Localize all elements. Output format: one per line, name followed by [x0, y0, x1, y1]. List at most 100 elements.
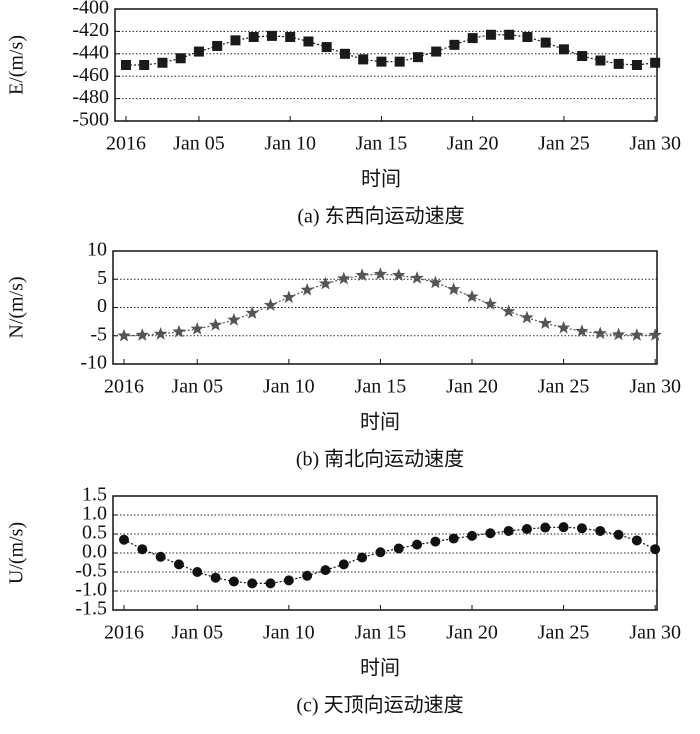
y-tick-label: 0 — [97, 295, 107, 317]
data-point — [431, 46, 442, 57]
x-tick-label: Jan 15 — [356, 133, 408, 155]
data-point — [393, 543, 404, 554]
y-tick-label: 5 — [97, 267, 107, 289]
data-point — [248, 32, 259, 42]
data-point — [575, 324, 589, 337]
data-point — [208, 318, 223, 331]
data-point — [467, 33, 478, 44]
y-tick-label: -400 — [72, 0, 109, 19]
y-tick-label: 1.0 — [82, 503, 107, 525]
y-tick-label: -0.5 — [75, 560, 107, 582]
data-point — [520, 310, 534, 324]
y-tick-label: 10 — [87, 239, 107, 261]
x-tick-label: Jan 15 — [355, 376, 407, 398]
data-point — [357, 552, 368, 563]
data-point — [265, 578, 276, 589]
y-tick-label: 1.5 — [82, 484, 107, 506]
data-point — [358, 54, 369, 65]
data-point — [285, 32, 296, 42]
data-point — [227, 312, 241, 326]
data-point — [320, 565, 331, 576]
x-tick-label: Jan 25 — [538, 133, 590, 155]
y-tick-label: -10 — [80, 352, 107, 374]
data-point — [577, 51, 588, 62]
data-point — [263, 298, 278, 311]
data-point — [155, 551, 166, 562]
y-tick-label: -440 — [72, 41, 109, 63]
x-tick-label: Jan 30 — [629, 376, 681, 398]
x-tick-label: Jan 30 — [629, 133, 681, 155]
chart-title: (c) 天顶向运动速度 — [296, 694, 463, 717]
y-tick-label: -5 — [90, 323, 107, 345]
data-point — [540, 37, 551, 48]
data-point — [412, 539, 423, 550]
data-point — [467, 530, 478, 541]
data-point — [318, 276, 333, 290]
data-point — [247, 578, 258, 589]
x-tick-label: Jan 25 — [538, 376, 590, 398]
data-point — [137, 544, 148, 555]
data-point — [193, 46, 204, 57]
y-tick-label: -500 — [72, 109, 109, 131]
data-point — [210, 572, 221, 583]
data-point — [485, 528, 496, 539]
data-point — [118, 534, 129, 545]
data-point — [300, 282, 314, 296]
x-tick-label: 2016 — [106, 133, 146, 155]
data-line — [123, 273, 656, 337]
data-point — [540, 522, 551, 533]
data-point — [412, 52, 423, 63]
data-point — [501, 304, 516, 318]
data-point — [576, 523, 587, 534]
data-point — [630, 328, 644, 341]
x-tick-label: Jan 05 — [171, 376, 223, 398]
data-point — [447, 282, 461, 296]
x-tick-label: 2016 — [104, 376, 144, 398]
chart-title: (a) 东西向运动速度 — [297, 205, 464, 228]
data-point — [282, 290, 296, 303]
y-axis-label: N/(m/s) — [6, 276, 28, 338]
data-point — [485, 29, 496, 40]
data-point — [173, 559, 184, 570]
data-point — [373, 267, 388, 280]
y-tick-label: 0.5 — [82, 522, 107, 544]
data-point — [595, 55, 606, 66]
x-tick-label: Jan 20 — [447, 133, 499, 155]
chart-title: (b) 南北向运动速度 — [296, 448, 464, 471]
data-point — [593, 326, 607, 340]
data-point — [650, 57, 661, 68]
x-axis-label: 时间 — [360, 411, 400, 434]
data-point — [303, 36, 314, 47]
data-point — [117, 328, 131, 342]
x-tick-label: Jan 10 — [264, 133, 316, 155]
data-point — [228, 576, 239, 587]
data-point — [120, 60, 131, 70]
y-axis-label: U/(m/s) — [6, 522, 28, 584]
data-point — [483, 297, 497, 310]
data-point — [465, 289, 479, 303]
y-tick-label: -420 — [72, 19, 109, 41]
data-point — [338, 559, 349, 570]
data-point — [321, 42, 332, 53]
data-point — [595, 525, 606, 536]
data-point — [558, 522, 569, 533]
data-point — [522, 32, 533, 42]
y-tick-label: 0.0 — [82, 541, 107, 563]
data-point — [135, 328, 149, 341]
data-point — [394, 56, 405, 67]
data-point — [631, 60, 642, 70]
data-point — [192, 567, 203, 577]
x-tick-label: Jan 10 — [263, 376, 315, 398]
data-point — [650, 544, 661, 555]
data-point — [613, 529, 624, 540]
y-tick-label: -480 — [72, 86, 109, 108]
data-point — [611, 327, 626, 341]
x-axis-label: 时间 — [360, 657, 400, 680]
data-point — [355, 268, 369, 281]
x-tick-label: Jan 05 — [173, 133, 225, 155]
data-point — [337, 271, 351, 285]
x-axis-label: 时间 — [361, 168, 401, 191]
data-line — [123, 526, 656, 585]
x-tick-label: Jan 05 — [171, 622, 223, 644]
